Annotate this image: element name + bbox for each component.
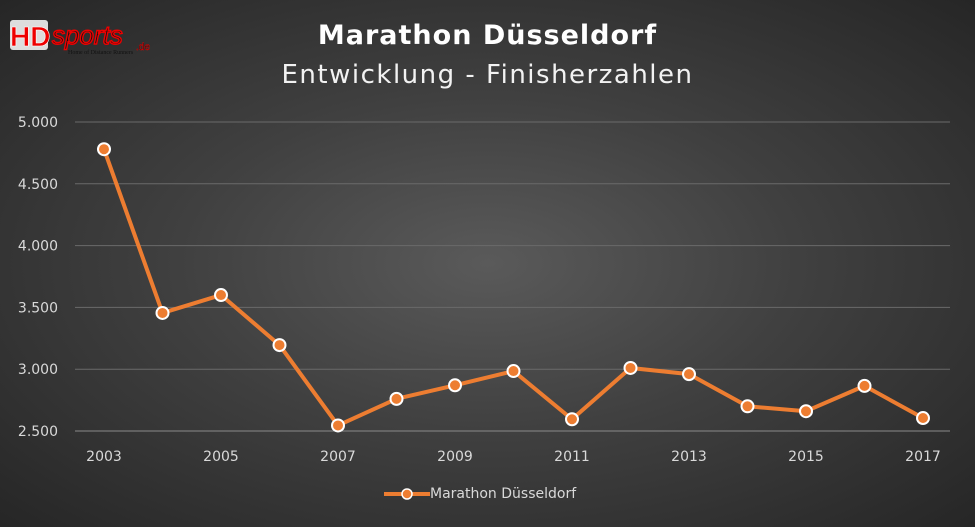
- legend-marker-icon: [384, 488, 430, 500]
- y-tick-label: 2.500: [18, 424, 58, 440]
- x-tick-label: 2003: [86, 449, 122, 465]
- data-point: [506, 364, 521, 379]
- hdsports-logo: HD sports .de Home of Distance Runners: [10, 19, 151, 55]
- data-point: [155, 305, 170, 320]
- y-tick-label: 5.000: [18, 115, 58, 131]
- y-tick-label: 3.000: [18, 362, 58, 378]
- x-tick-label: 2005: [203, 449, 239, 465]
- x-tick-label: 2015: [788, 449, 824, 465]
- data-point: [97, 142, 111, 157]
- svg-text:.de: .de: [136, 42, 150, 53]
- data-point: [565, 412, 579, 427]
- data-point: [682, 367, 696, 382]
- data-point: [331, 418, 345, 433]
- data-point: [799, 404, 813, 419]
- x-tick-label: 2009: [437, 449, 473, 465]
- data-point: [916, 411, 930, 426]
- legend-label: Marathon Düsseldorf: [430, 486, 577, 502]
- data-point: [857, 378, 872, 393]
- data-point: [740, 399, 755, 414]
- series-line: [102, 148, 924, 428]
- x-tick-label: 2013: [671, 449, 707, 465]
- y-tick-label: 4.500: [18, 177, 58, 193]
- data-point: [623, 360, 638, 375]
- x-tick-label: 2007: [320, 449, 356, 465]
- y-tick-label: 4.000: [18, 239, 58, 255]
- data-point: [272, 338, 287, 353]
- svg-text:Home of Distance Runners: Home of Distance Runners: [68, 49, 134, 55]
- y-tick-label: 3.500: [18, 300, 58, 316]
- svg-text:HD: HD: [10, 21, 50, 52]
- svg-text:sports: sports: [52, 20, 123, 50]
- data-point: [389, 391, 404, 406]
- data-point: [214, 288, 228, 303]
- chart-subtitle: Entwicklung - Finisherzahlen: [281, 60, 694, 90]
- x-tick-label: 2011: [554, 449, 590, 465]
- legend: Marathon Düsseldorf: [384, 486, 576, 502]
- x-tick-label: 2017: [905, 449, 941, 465]
- chart-title: Marathon Düsseldorf: [317, 20, 658, 51]
- data-point: [448, 378, 462, 393]
